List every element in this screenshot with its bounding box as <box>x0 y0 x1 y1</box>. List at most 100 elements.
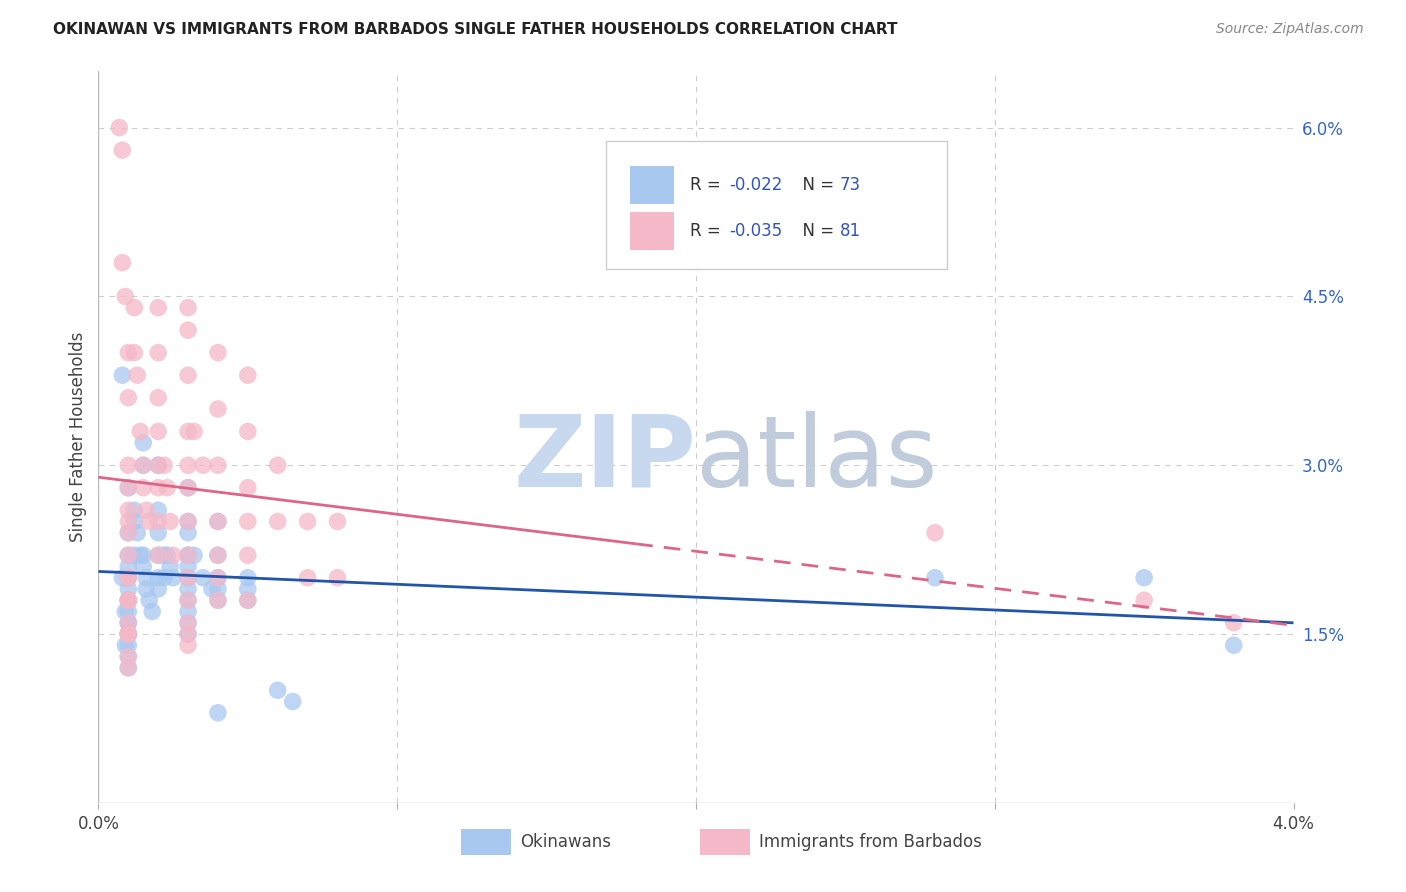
Point <box>117 548 139 562</box>
Text: Okinawans: Okinawans <box>520 833 612 851</box>
Point <box>326 515 349 529</box>
Point <box>1223 638 1246 652</box>
Point <box>236 368 259 383</box>
Point <box>177 368 200 383</box>
Text: Source: ZipAtlas.com: Source: ZipAtlas.com <box>1216 22 1364 37</box>
Point <box>111 571 134 585</box>
Point <box>162 571 184 585</box>
Point <box>191 458 214 473</box>
Point <box>148 525 170 540</box>
FancyBboxPatch shape <box>630 167 675 204</box>
Point <box>207 401 229 416</box>
Point <box>148 458 170 473</box>
Point <box>177 481 200 495</box>
Point <box>129 548 152 562</box>
Point <box>207 548 229 562</box>
Point <box>177 638 200 652</box>
Point <box>117 661 139 675</box>
FancyBboxPatch shape <box>606 141 948 268</box>
Point <box>117 638 139 652</box>
Point <box>148 582 170 596</box>
Point <box>177 548 200 562</box>
Point <box>148 503 170 517</box>
Point <box>207 593 229 607</box>
Point <box>207 458 229 473</box>
Point <box>117 649 139 664</box>
Point <box>177 559 200 574</box>
Y-axis label: Single Father Households: Single Father Households <box>69 332 87 542</box>
Point <box>153 548 176 562</box>
Point <box>114 289 136 303</box>
Point <box>124 548 146 562</box>
Point <box>148 458 170 473</box>
Text: R =: R = <box>690 222 725 240</box>
Point <box>117 391 139 405</box>
Point <box>132 458 155 473</box>
Point <box>236 582 259 596</box>
Text: N =: N = <box>792 222 839 240</box>
Point <box>177 323 200 337</box>
Point <box>236 593 259 607</box>
Point <box>162 548 184 562</box>
Point <box>117 345 139 359</box>
Point <box>177 582 200 596</box>
Point <box>207 706 229 720</box>
Point <box>183 548 205 562</box>
Point <box>148 548 170 562</box>
Point <box>1133 571 1156 585</box>
FancyBboxPatch shape <box>461 830 510 855</box>
Point <box>207 593 229 607</box>
Point <box>124 503 146 517</box>
Point <box>153 458 176 473</box>
Point <box>236 425 259 439</box>
Text: -0.035: -0.035 <box>730 222 783 240</box>
Point <box>117 548 139 562</box>
Point <box>117 593 139 607</box>
Point <box>177 548 200 562</box>
Point <box>236 515 259 529</box>
Point <box>117 525 139 540</box>
Point <box>177 593 200 607</box>
Point <box>177 627 200 641</box>
Point <box>117 627 139 641</box>
Point <box>132 559 155 574</box>
Point <box>177 515 200 529</box>
Point <box>153 571 176 585</box>
Point <box>111 368 134 383</box>
Point <box>924 525 946 540</box>
Point <box>156 481 179 495</box>
Text: 81: 81 <box>839 222 860 240</box>
Point <box>138 515 160 529</box>
Point <box>207 571 229 585</box>
Point <box>207 515 229 529</box>
Text: Immigrants from Barbados: Immigrants from Barbados <box>759 833 983 851</box>
Point <box>281 694 304 708</box>
Point <box>117 615 139 630</box>
Point <box>111 255 134 269</box>
Point <box>159 559 181 574</box>
Point <box>117 481 139 495</box>
Point <box>117 627 139 641</box>
Text: N =: N = <box>792 177 839 194</box>
Point <box>177 525 200 540</box>
Point <box>135 571 157 585</box>
Point <box>267 458 290 473</box>
Point <box>117 515 139 529</box>
Point <box>159 515 181 529</box>
Point <box>141 605 163 619</box>
Point <box>207 582 229 596</box>
Point <box>148 481 170 495</box>
Point <box>236 571 259 585</box>
Point <box>117 627 139 641</box>
Point <box>177 627 200 641</box>
Point <box>124 301 146 315</box>
Point <box>114 605 136 619</box>
Point <box>117 627 139 641</box>
Point <box>177 301 200 315</box>
Point <box>117 571 139 585</box>
Point <box>267 683 290 698</box>
Point <box>201 582 224 596</box>
Point <box>117 661 139 675</box>
Point <box>117 559 139 574</box>
Point <box>297 515 319 529</box>
